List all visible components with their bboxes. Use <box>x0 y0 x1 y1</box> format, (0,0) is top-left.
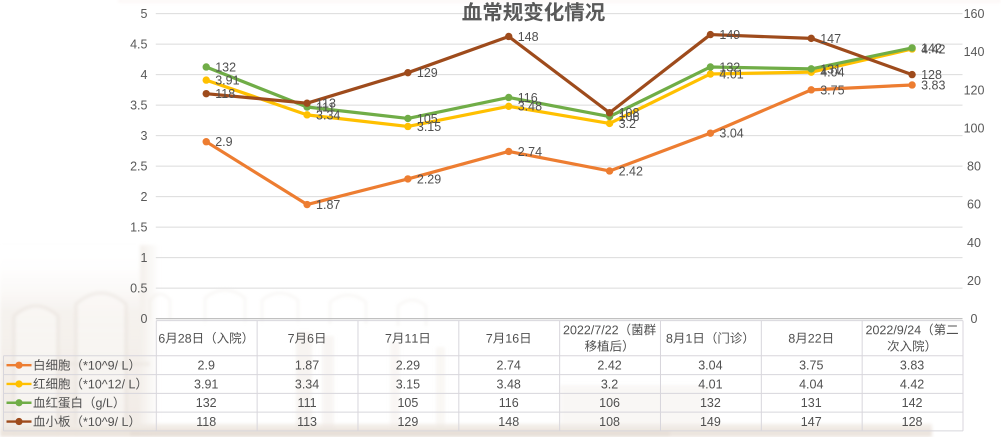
svg-text:2.29: 2.29 <box>396 359 420 373</box>
svg-text:3.2: 3.2 <box>619 117 636 131</box>
svg-text:4: 4 <box>141 68 148 82</box>
svg-text:147: 147 <box>801 415 822 429</box>
svg-text:3.91: 3.91 <box>215 73 239 87</box>
svg-text:3.34: 3.34 <box>295 377 319 391</box>
svg-text:3.75: 3.75 <box>820 83 844 97</box>
svg-text:3.15: 3.15 <box>396 377 420 391</box>
svg-text:2.9: 2.9 <box>215 135 232 149</box>
svg-text:3.04: 3.04 <box>698 359 722 373</box>
svg-text:2.9: 2.9 <box>198 359 215 373</box>
svg-text:2.74: 2.74 <box>518 145 542 159</box>
svg-text:142: 142 <box>902 396 923 410</box>
svg-text:147: 147 <box>820 32 841 46</box>
svg-text:3: 3 <box>141 129 148 143</box>
svg-text:3.48: 3.48 <box>518 100 542 114</box>
svg-text:4.04: 4.04 <box>799 377 823 391</box>
svg-text:4.01: 4.01 <box>698 377 722 391</box>
svg-text:1.87: 1.87 <box>295 359 319 373</box>
svg-text:4.04: 4.04 <box>820 66 844 80</box>
svg-text:2: 2 <box>141 190 148 204</box>
svg-text:160: 160 <box>964 7 985 21</box>
svg-text:108: 108 <box>599 415 620 429</box>
svg-text:148: 148 <box>498 415 519 429</box>
svg-text:132: 132 <box>215 60 236 74</box>
svg-text:105: 105 <box>417 112 438 126</box>
svg-text:5: 5 <box>141 7 148 21</box>
svg-text:1.87: 1.87 <box>316 198 340 212</box>
svg-text:2.29: 2.29 <box>417 172 441 186</box>
svg-text:116: 116 <box>499 396 519 410</box>
svg-text:132: 132 <box>196 396 217 410</box>
svg-text:60: 60 <box>967 198 981 212</box>
svg-text:149: 149 <box>719 28 740 42</box>
svg-text:4.01: 4.01 <box>719 67 743 81</box>
svg-text:0: 0 <box>141 312 148 326</box>
svg-text:142: 142 <box>921 41 942 55</box>
svg-text:1: 1 <box>141 251 148 265</box>
svg-text:113: 113 <box>297 415 317 429</box>
svg-text:118: 118 <box>215 87 235 101</box>
svg-text:3.2: 3.2 <box>601 377 618 391</box>
svg-text:20: 20 <box>967 274 981 288</box>
svg-text:116: 116 <box>518 91 538 105</box>
svg-text:3.15: 3.15 <box>417 120 441 134</box>
svg-text:106: 106 <box>599 396 620 410</box>
svg-text:2.5: 2.5 <box>130 160 147 174</box>
svg-text:132: 132 <box>719 60 740 74</box>
svg-text:120: 120 <box>964 83 985 97</box>
svg-text:111: 111 <box>316 100 335 114</box>
svg-text:108: 108 <box>619 106 640 120</box>
svg-text:128: 128 <box>921 68 942 82</box>
svg-text:3.83: 3.83 <box>900 359 924 373</box>
svg-text:111: 111 <box>298 396 317 410</box>
svg-text:100: 100 <box>964 121 985 135</box>
svg-text:118: 118 <box>196 415 216 429</box>
svg-text:0.5: 0.5 <box>130 282 147 296</box>
svg-text:113: 113 <box>316 97 336 111</box>
svg-text:0: 0 <box>971 312 978 326</box>
svg-text:4.42: 4.42 <box>921 42 945 56</box>
svg-text:128: 128 <box>902 415 923 429</box>
svg-text:3.34: 3.34 <box>316 108 340 122</box>
svg-text:3.83: 3.83 <box>921 78 945 92</box>
svg-text:148: 148 <box>518 30 539 44</box>
svg-text:3.04: 3.04 <box>719 127 743 141</box>
svg-text:4.42: 4.42 <box>900 377 924 391</box>
svg-text:131: 131 <box>801 396 822 410</box>
svg-text:80: 80 <box>967 160 981 174</box>
svg-text:2.42: 2.42 <box>597 359 621 373</box>
svg-text:3.5: 3.5 <box>130 99 147 113</box>
svg-text:3.48: 3.48 <box>497 377 521 391</box>
svg-text:2.74: 2.74 <box>497 359 521 373</box>
svg-text:1.5: 1.5 <box>130 221 147 235</box>
svg-text:2.42: 2.42 <box>619 164 643 178</box>
svg-text:105: 105 <box>397 396 418 410</box>
svg-text:131: 131 <box>820 62 841 76</box>
svg-text:129: 129 <box>397 415 418 429</box>
svg-text:149: 149 <box>700 415 721 429</box>
svg-text:129: 129 <box>417 66 438 80</box>
svg-text:140: 140 <box>964 45 985 59</box>
svg-text:3.91: 3.91 <box>194 377 218 391</box>
svg-text:4.5: 4.5 <box>130 38 147 52</box>
svg-text:106: 106 <box>619 110 640 124</box>
svg-text:3.75: 3.75 <box>799 359 823 373</box>
svg-text:132: 132 <box>700 396 721 410</box>
svg-text:40: 40 <box>967 236 981 250</box>
